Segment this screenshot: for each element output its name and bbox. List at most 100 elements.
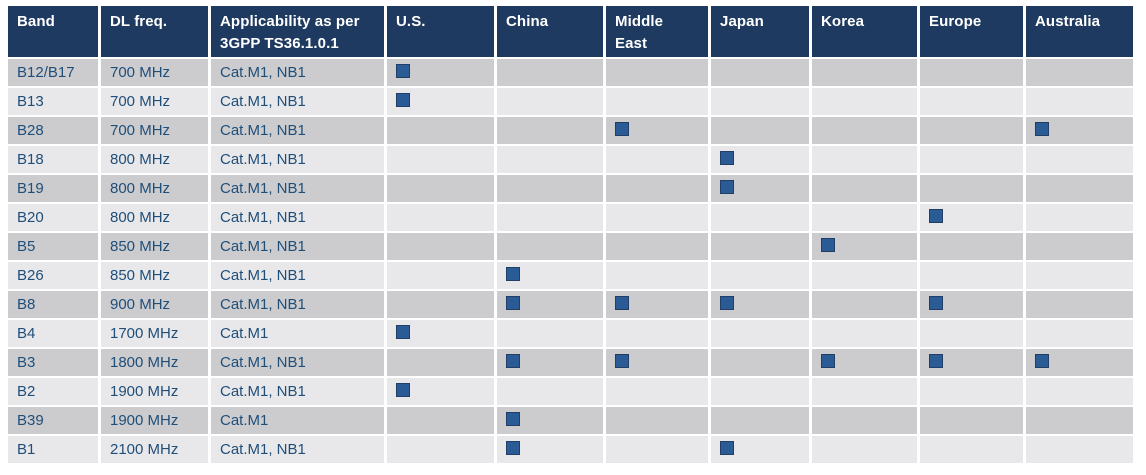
freq-cell: 700 MHz <box>101 117 208 144</box>
region-cell-korea <box>812 436 917 463</box>
freq-cell: 850 MHz <box>101 233 208 260</box>
freq-cell: 700 MHz <box>101 88 208 115</box>
region-cell-europe <box>920 407 1023 434</box>
band-cell: B3 <box>8 349 98 376</box>
applicable-marker-icon <box>929 296 943 310</box>
region-cell-middle_east <box>606 146 708 173</box>
region-cell-europe <box>920 204 1023 231</box>
region-cell-us <box>387 407 494 434</box>
region-cell-australia <box>1026 407 1133 434</box>
region-cell-us <box>387 349 494 376</box>
header-row: Band DL freq. Applicability as per 3GPP TS… <box>8 6 1133 57</box>
column-header-japan: Japan <box>711 6 809 57</box>
region-cell-china <box>497 117 603 144</box>
region-cell-us <box>387 204 494 231</box>
region-cell-japan <box>711 175 809 202</box>
region-cell-japan <box>711 320 809 347</box>
freq-cell: 800 MHz <box>101 204 208 231</box>
band-cell: B5 <box>8 233 98 260</box>
region-cell-korea <box>812 204 917 231</box>
table-row-b3: B3 1800 MHz Cat.M1, NB1 <box>8 349 1133 376</box>
region-cell-australia <box>1026 436 1133 463</box>
table-row-b28: B28 700 MHz Cat.M1, NB1 <box>8 117 1133 144</box>
freq-cell: 1800 MHz <box>101 349 208 376</box>
region-cell-korea <box>812 320 917 347</box>
applicability-cell: Cat.M1, NB1 <box>211 175 384 202</box>
region-cell-middle_east <box>606 117 708 144</box>
table-row-b1: B1 2100 MHz Cat.M1, NB1 <box>8 436 1133 463</box>
column-header-freq: DL freq. <box>101 6 208 57</box>
region-cell-china <box>497 320 603 347</box>
band-cell: B39 <box>8 407 98 434</box>
region-cell-china <box>497 378 603 405</box>
region-cell-australia <box>1026 378 1133 405</box>
region-cell-china <box>497 349 603 376</box>
region-cell-middle_east <box>606 59 708 86</box>
freq-cell: 2100 MHz <box>101 436 208 463</box>
region-cell-china <box>497 436 603 463</box>
region-cell-japan <box>711 117 809 144</box>
applicable-marker-icon <box>506 296 520 310</box>
band-cell: B28 <box>8 117 98 144</box>
region-cell-australia <box>1026 204 1133 231</box>
region-cell-middle_east <box>606 349 708 376</box>
region-cell-china <box>497 88 603 115</box>
column-header-us: U.S. <box>387 6 494 57</box>
band-cell: B8 <box>8 291 98 318</box>
region-cell-australia <box>1026 320 1133 347</box>
region-cell-australia <box>1026 146 1133 173</box>
region-cell-japan <box>711 88 809 115</box>
region-cell-korea <box>812 88 917 115</box>
region-cell-europe <box>920 175 1023 202</box>
applicable-marker-icon <box>506 441 520 455</box>
region-cell-us <box>387 175 494 202</box>
table-row-b4: B4 1700 MHz Cat.M1 <box>8 320 1133 347</box>
region-cell-middle_east <box>606 233 708 260</box>
region-cell-us <box>387 291 494 318</box>
band-cell: B26 <box>8 262 98 289</box>
applicable-marker-icon <box>1035 354 1049 368</box>
region-cell-japan <box>711 291 809 318</box>
band-cell: B13 <box>8 88 98 115</box>
column-header-australia: Australia <box>1026 6 1133 57</box>
region-cell-us <box>387 146 494 173</box>
applicable-marker-icon <box>929 209 943 223</box>
region-cell-korea <box>812 378 917 405</box>
region-cell-australia <box>1026 349 1133 376</box>
table-row-b19: B19 800 MHz Cat.M1, NB1 <box>8 175 1133 202</box>
applicable-marker-icon <box>720 296 734 310</box>
table-row-b8: B8 900 MHz Cat.M1, NB1 <box>8 291 1133 318</box>
applicability-cell: Cat.M1 <box>211 320 384 347</box>
band-cell: B20 <box>8 204 98 231</box>
applicable-marker-icon <box>615 122 629 136</box>
table-row-b20: B20 800 MHz Cat.M1, NB1 <box>8 204 1133 231</box>
applicability-cell: Cat.M1, NB1 <box>211 233 384 260</box>
applicable-marker-icon <box>720 180 734 194</box>
region-cell-china <box>497 407 603 434</box>
band-cell: B1 <box>8 436 98 463</box>
region-cell-japan <box>711 378 809 405</box>
region-cell-us <box>387 117 494 144</box>
region-cell-korea <box>812 146 917 173</box>
region-cell-korea <box>812 262 917 289</box>
region-cell-europe <box>920 349 1023 376</box>
region-cell-middle_east <box>606 407 708 434</box>
region-cell-europe <box>920 320 1023 347</box>
table-row-b39: B39 1900 MHz Cat.M1 <box>8 407 1133 434</box>
region-cell-australia <box>1026 59 1133 86</box>
region-cell-korea <box>812 349 917 376</box>
region-cell-japan <box>711 349 809 376</box>
applicability-cell: Cat.M1 <box>211 407 384 434</box>
region-cell-middle_east <box>606 88 708 115</box>
region-cell-us <box>387 233 494 260</box>
region-cell-middle_east <box>606 291 708 318</box>
applicability-cell: Cat.M1, NB1 <box>211 204 384 231</box>
freq-cell: 1900 MHz <box>101 407 208 434</box>
region-cell-japan <box>711 146 809 173</box>
region-cell-us <box>387 436 494 463</box>
region-cell-europe <box>920 233 1023 260</box>
region-cell-middle_east <box>606 262 708 289</box>
applicable-marker-icon <box>506 412 520 426</box>
region-cell-china <box>497 233 603 260</box>
